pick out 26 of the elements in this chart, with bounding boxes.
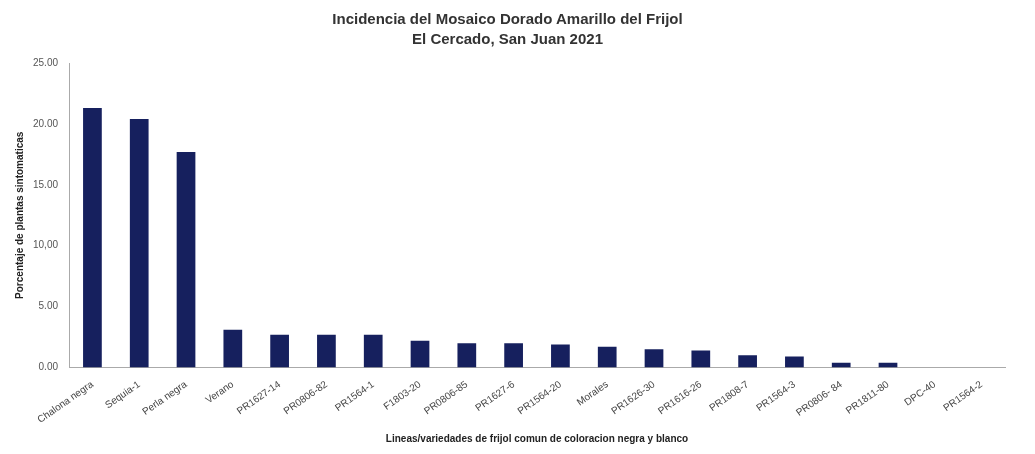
- bar: [363, 334, 383, 368]
- bar: [129, 119, 149, 368]
- y-tick-label: 20.00: [32, 117, 59, 129]
- bar: [176, 151, 196, 368]
- x-axis-title: Lineas/variedades de frijol comun de coloracion negra y blanco: [385, 432, 689, 444]
- bar: [504, 343, 523, 368]
- bar: [317, 334, 336, 368]
- bar: [597, 346, 617, 368]
- y-axis-title: Porcentaje de plantas sintomaticas: [13, 131, 25, 299]
- y-tick-label: 0.00: [38, 361, 59, 373]
- bar: [223, 329, 243, 368]
- bar: [738, 355, 757, 368]
- bar: [457, 343, 477, 368]
- bar: [691, 350, 711, 368]
- bar: [83, 108, 102, 368]
- bar: [551, 344, 570, 368]
- bar: [410, 340, 430, 368]
- y-tick-label: 5.00: [38, 300, 59, 312]
- y-tick-label: 25.00: [32, 56, 59, 68]
- y-tick-label: 10,00: [32, 239, 59, 251]
- bar: [270, 334, 289, 368]
- chart-subtitle: El Cercado, San Juan 2021: [412, 30, 603, 48]
- y-tick-label: 15.00: [32, 178, 59, 190]
- bar: [785, 356, 804, 368]
- chart-title: Incidencia del Mosaico Dorado Amarillo del Frijol: [332, 10, 683, 28]
- bar: [644, 349, 664, 368]
